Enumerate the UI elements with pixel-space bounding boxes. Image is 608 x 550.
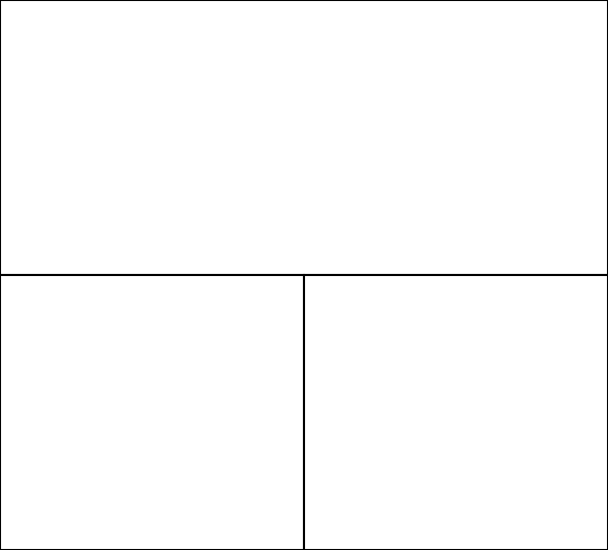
- Circle shape: [341, 298, 352, 307]
- Polygon shape: [535, 47, 596, 80]
- Bar: [167, 346, 243, 358]
- Ellipse shape: [237, 143, 298, 170]
- Ellipse shape: [334, 132, 395, 160]
- Circle shape: [36, 432, 97, 487]
- Circle shape: [371, 349, 384, 361]
- Ellipse shape: [291, 59, 336, 73]
- Bar: [359, 454, 441, 517]
- Circle shape: [302, 4, 318, 12]
- Bar: [334, 283, 465, 308]
- Bar: [85, 346, 161, 358]
- Circle shape: [341, 512, 352, 522]
- Text: $z$: $z$: [505, 174, 513, 187]
- Polygon shape: [413, 63, 565, 91]
- Circle shape: [411, 298, 422, 307]
- Ellipse shape: [146, 138, 182, 154]
- Polygon shape: [30, 47, 134, 80]
- Bar: [404, 286, 465, 528]
- Bar: [334, 308, 465, 454]
- Text: $y$: $y$: [204, 458, 214, 471]
- Circle shape: [55, 448, 79, 470]
- Text: $x$: $x$: [204, 508, 214, 521]
- Bar: [465, 302, 502, 379]
- Polygon shape: [225, 96, 304, 138]
- Polygon shape: [36, 324, 289, 418]
- Ellipse shape: [134, 132, 195, 160]
- Circle shape: [0, 385, 134, 506]
- Circle shape: [532, 43, 550, 51]
- Bar: [40, 434, 94, 484]
- Bar: [340, 124, 389, 138]
- Circle shape: [383, 364, 416, 395]
- Circle shape: [58, 43, 76, 51]
- Circle shape: [472, 347, 483, 357]
- Bar: [371, 462, 429, 490]
- Text: Perching: Perching: [523, 309, 582, 323]
- Bar: [465, 399, 502, 476]
- Circle shape: [348, 333, 451, 426]
- Circle shape: [441, 298, 452, 307]
- Polygon shape: [170, 116, 377, 127]
- Circle shape: [371, 398, 384, 410]
- Circle shape: [415, 398, 429, 410]
- Text: (b): (b): [6, 524, 31, 539]
- Text: $(\eta = \eta_{unperch})$: $(\eta = \eta_{unperch})$: [523, 459, 601, 476]
- Text: $z$: $z$: [240, 519, 249, 532]
- Circle shape: [341, 490, 352, 500]
- Circle shape: [441, 320, 452, 329]
- Bar: [243, 135, 292, 148]
- Text: $x$: $x$: [430, 232, 440, 245]
- Circle shape: [341, 413, 352, 423]
- Circle shape: [341, 435, 352, 445]
- Circle shape: [472, 443, 483, 453]
- Polygon shape: [46, 324, 268, 336]
- Bar: [76, 374, 137, 385]
- Polygon shape: [195, 308, 280, 344]
- Circle shape: [472, 320, 483, 329]
- Bar: [140, 124, 188, 138]
- Polygon shape: [334, 96, 413, 138]
- Polygon shape: [15, 338, 91, 380]
- Polygon shape: [30, 407, 116, 446]
- Circle shape: [411, 320, 422, 329]
- Polygon shape: [15, 316, 91, 358]
- Circle shape: [341, 353, 352, 362]
- Polygon shape: [201, 28, 426, 99]
- Circle shape: [341, 320, 352, 329]
- Circle shape: [472, 416, 483, 426]
- Text: Unperching: Unperching: [523, 438, 603, 453]
- Text: (c): (c): [310, 524, 333, 539]
- Polygon shape: [201, 52, 426, 124]
- Text: $(\eta = \eta_{perch})$: $(\eta = \eta_{perch})$: [523, 329, 590, 347]
- Polygon shape: [122, 289, 207, 324]
- Text: $y$: $y$: [565, 215, 575, 229]
- Circle shape: [341, 375, 352, 384]
- Bar: [334, 286, 377, 528]
- Ellipse shape: [249, 148, 286, 165]
- Ellipse shape: [149, 368, 185, 390]
- Text: (a): (a): [12, 249, 36, 264]
- Circle shape: [410, 346, 424, 358]
- Ellipse shape: [347, 138, 383, 154]
- Polygon shape: [43, 63, 201, 88]
